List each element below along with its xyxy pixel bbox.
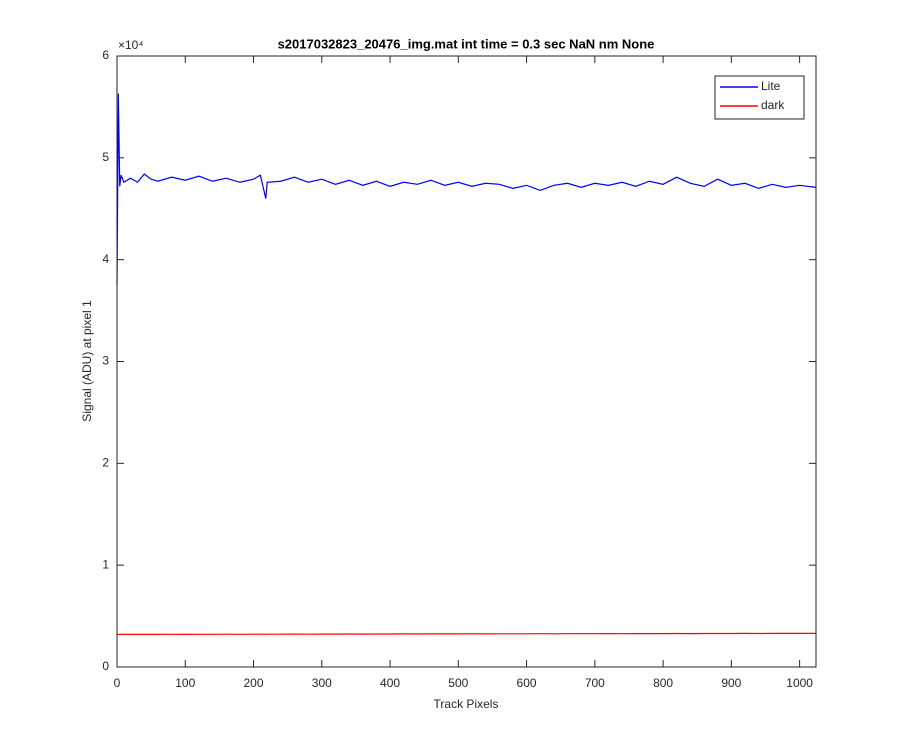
- y-tick-label: 3: [102, 354, 109, 368]
- y-exponent-label: ×10⁴: [118, 38, 144, 52]
- y-tick-label: 6: [102, 48, 109, 62]
- x-tick-label: 100: [175, 676, 195, 690]
- y-tick-label: 0: [102, 659, 109, 673]
- data-line: [116, 632, 816, 636]
- y-tick-label: 4: [102, 252, 109, 266]
- axes-box: [116, 55, 817, 668]
- x-tick-label: 600: [517, 676, 537, 690]
- y-tick-label: 2: [102, 456, 109, 470]
- x-tick-label: 900: [721, 676, 741, 690]
- chart-title: s2017032823_20476_img.mat int time = 0.3…: [278, 36, 655, 51]
- x-axis-label: Track Pixels: [434, 697, 499, 711]
- x-tick-label: 0: [114, 676, 121, 690]
- x-tick-label: 800: [653, 676, 673, 690]
- data-line: [116, 93, 817, 286]
- x-tick-label: 300: [312, 676, 332, 690]
- x-tick-label: 200: [244, 676, 264, 690]
- x-tick-label: 500: [448, 676, 468, 690]
- legend-label: Lite: [761, 79, 781, 93]
- y-axis-label: Signal (ADU) at pixel 1: [80, 300, 94, 422]
- plot-area: [117, 56, 816, 667]
- y-tick-label: 1: [102, 557, 109, 571]
- legend: Lite dark: [714, 75, 805, 120]
- x-tick-label: 1000: [786, 676, 813, 690]
- legend-label: dark: [761, 98, 785, 112]
- x-tick-label: 400: [380, 676, 400, 690]
- legend-box: [714, 75, 805, 120]
- y-tick-label: 5: [102, 150, 109, 164]
- x-tick-label: 700: [585, 676, 605, 690]
